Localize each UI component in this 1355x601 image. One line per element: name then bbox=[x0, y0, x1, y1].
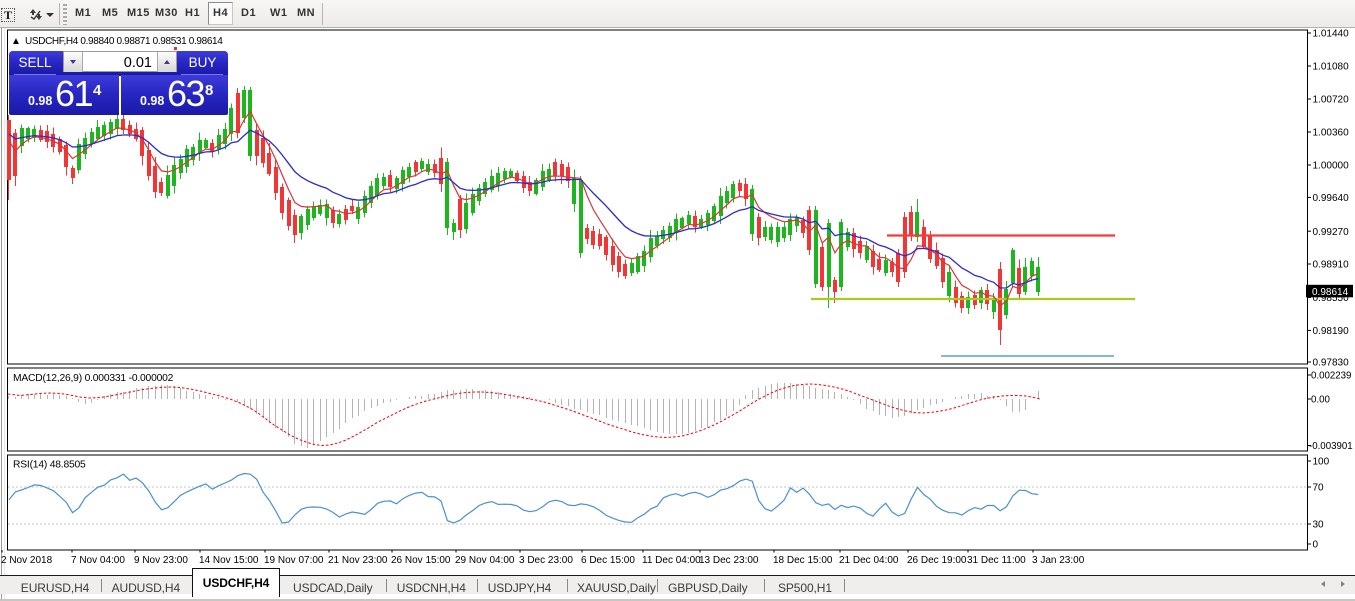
svg-text:RSI(14) 48.8505: RSI(14) 48.8505 bbox=[13, 460, 86, 471]
svg-text:MACD(12,26,9) 0.000331 -0.0000: MACD(12,26,9) 0.000331 -0.000002 bbox=[13, 373, 174, 384]
svg-text:21 Dec 04:00: 21 Dec 04:00 bbox=[839, 555, 899, 566]
svg-text:0.98550: 0.98550 bbox=[1313, 293, 1350, 304]
svg-text:100: 100 bbox=[1313, 457, 1330, 468]
svg-text:9 Nov 23:00: 9 Nov 23:00 bbox=[134, 555, 188, 566]
svg-text:USDCHF,H4 0.98840 0.98871 0.9: USDCHF,H4 0.98840 0.98871 0.98531 0.9861… bbox=[25, 36, 223, 47]
svg-text:2 Nov 2018: 2 Nov 2018 bbox=[1, 555, 53, 566]
svg-text:0.00: 0.00 bbox=[1311, 395, 1330, 406]
svg-text:6 Dec 15:00: 6 Dec 15:00 bbox=[581, 555, 635, 566]
svg-text:0: 0 bbox=[1313, 540, 1319, 551]
svg-text:0.99640: 0.99640 bbox=[1313, 193, 1350, 204]
svg-text:1.01080: 1.01080 bbox=[1313, 62, 1350, 73]
svg-text:19 Nov 07:00: 19 Nov 07:00 bbox=[264, 555, 324, 566]
svg-text:26 Nov 15:00: 26 Nov 15:00 bbox=[391, 555, 451, 566]
svg-text:▲: ▲ bbox=[11, 36, 21, 47]
svg-text:31 Dec 11:00: 31 Dec 11:00 bbox=[967, 555, 1026, 566]
svg-text:0.99270: 0.99270 bbox=[1313, 227, 1350, 238]
svg-text:3 Dec 23:00: 3 Dec 23:00 bbox=[519, 555, 573, 566]
svg-text:14 Nov 15:00: 14 Nov 15:00 bbox=[199, 555, 259, 566]
svg-text:29 Nov 04:00: 29 Nov 04:00 bbox=[455, 555, 515, 566]
svg-text:7 Nov 04:00: 7 Nov 04:00 bbox=[71, 555, 125, 566]
svg-text:30: 30 bbox=[1313, 520, 1325, 531]
svg-text:0.98910: 0.98910 bbox=[1313, 260, 1350, 271]
svg-text:18 Dec 15:00: 18 Dec 15:00 bbox=[773, 555, 833, 566]
svg-text:21 Nov 23:00: 21 Nov 23:00 bbox=[328, 555, 388, 566]
svg-text:0.002239: 0.002239 bbox=[1311, 371, 1351, 382]
svg-text:1.00360: 1.00360 bbox=[1313, 128, 1350, 139]
svg-text:0.98190: 0.98190 bbox=[1313, 326, 1350, 337]
svg-text:0.97830: 0.97830 bbox=[1313, 358, 1350, 369]
svg-text:1.00000: 1.00000 bbox=[1313, 161, 1350, 172]
svg-text:3 Jan 23:00: 3 Jan 23:00 bbox=[1032, 555, 1085, 566]
svg-text:-0.003901: -0.003901 bbox=[1309, 441, 1353, 452]
svg-text:11 Dec 04:00: 11 Dec 04:00 bbox=[642, 555, 701, 566]
svg-text:70: 70 bbox=[1313, 483, 1325, 494]
svg-text:1.00720: 1.00720 bbox=[1313, 95, 1350, 106]
svg-text:13 Dec 23:00: 13 Dec 23:00 bbox=[699, 555, 759, 566]
svg-text:26 Dec 19:00: 26 Dec 19:00 bbox=[907, 555, 967, 566]
svg-text:1.01440: 1.01440 bbox=[1313, 29, 1350, 40]
svg-text:0.98614: 0.98614 bbox=[1312, 287, 1349, 298]
